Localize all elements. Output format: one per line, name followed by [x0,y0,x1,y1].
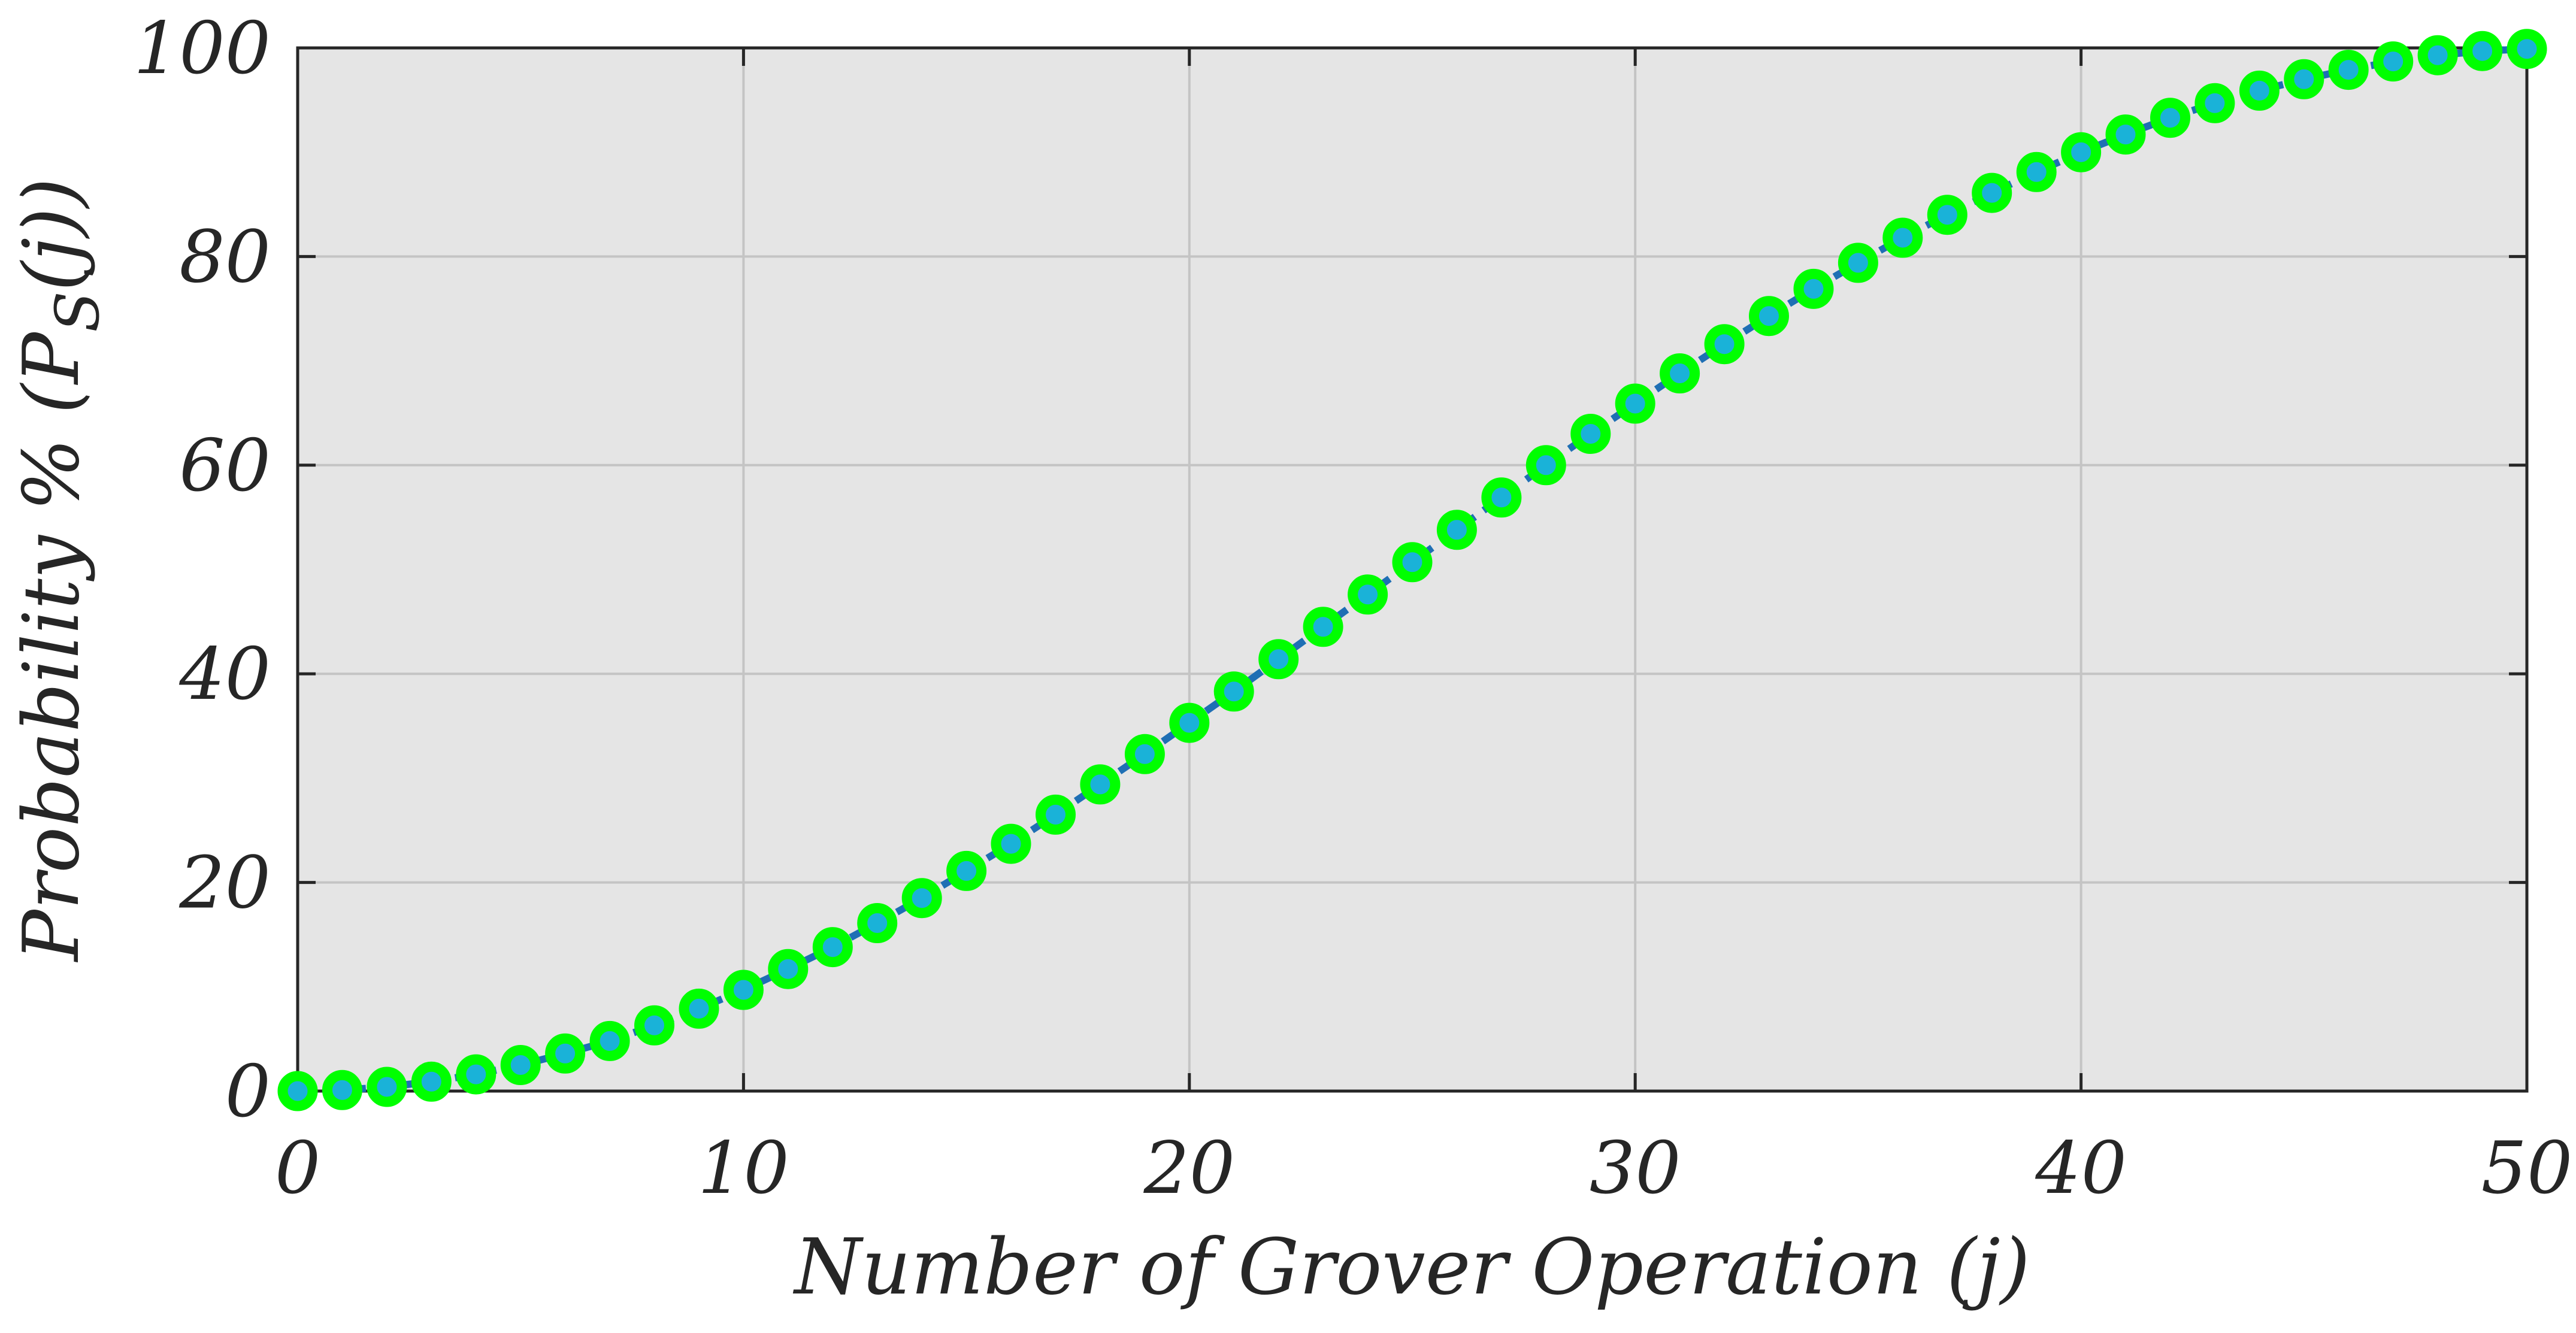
data-point-12 [812,927,853,968]
tick-labels: 0 10 20 30 40 50 0 20 40 60 80 100 [134,7,2572,1210]
data-point-36 [1882,217,1923,258]
data-point-32 [1704,324,1745,365]
data-point-20 [1169,702,1210,743]
data-point-34 [1793,268,1834,309]
data-point-9 [679,988,719,1029]
y-axis-label: Probability % (PS(j)) [7,178,113,962]
data-point-11 [768,949,809,989]
data-point-14 [901,878,942,919]
data-point-18 [1080,764,1121,805]
data-point-19 [1124,734,1165,774]
data-point-44 [2239,70,2280,111]
data-point-6 [545,1033,586,1074]
data-point-35 [1838,243,1878,283]
data-point-4 [456,1054,497,1095]
data-point-1 [322,1070,362,1110]
y-tick-label-60: 60 [179,425,271,508]
data-point-10 [723,970,764,1010]
data-point-43 [2194,83,2235,123]
data-point-22 [1258,639,1299,680]
data-point-37 [1927,195,1967,235]
data-point-5 [500,1045,541,1085]
y-tick-label-20: 20 [178,842,271,925]
data-point-7 [589,1020,630,1061]
y-axis-label-suffix: (j)) [7,178,96,292]
data-point-8 [634,1005,674,1046]
data-point-46 [2328,50,2369,90]
data-point-30 [1615,383,1655,424]
data-point-38 [1972,172,2012,213]
y-tick-label-80: 80 [179,216,271,299]
data-point-21 [1213,671,1254,712]
y-tick-label-100: 100 [134,7,271,90]
data-point-45 [2284,59,2324,99]
data-point-42 [2150,98,2190,138]
data-point-13 [857,903,898,943]
data-point-3 [411,1061,452,1102]
x-axis-label: Number of Grover Operation (j) [792,1223,2030,1312]
data-point-24 [1348,574,1388,615]
data-point-2 [367,1067,407,1107]
data-point-29 [1570,414,1611,454]
data-point-33 [1749,296,1789,337]
x-tick-label-0: 0 [275,1127,320,1210]
y-axis-label-prefix: Probability % (P [7,331,96,962]
data-point-25 [1392,542,1433,583]
x-tick-label-20: 20 [1143,1127,1235,1210]
data-point-47 [2373,41,2414,82]
axes-frame [296,46,2529,1093]
data-point-0 [277,1071,318,1111]
data-point-41 [2105,114,2146,155]
data-point-28 [1525,445,1566,486]
data-point-17 [1036,794,1076,835]
data-point-26 [1436,510,1477,550]
x-tick-label-40: 40 [2035,1127,2127,1210]
data-point-48 [2417,35,2458,75]
x-tick-label-10: 10 [698,1127,789,1210]
data-point-49 [2462,31,2503,71]
data-markers [277,29,2547,1111]
x-tick-label-50: 50 [2481,1127,2573,1210]
data-point-39 [2016,152,2057,192]
data-point-50 [2507,29,2547,69]
axes [296,46,2529,1093]
data-point-23 [1303,607,1343,647]
data-point-40 [2061,132,2102,172]
y-tick-label-40: 40 [178,633,271,716]
data-point-31 [1660,353,1700,393]
y-axis-label-subscript: S [43,291,113,332]
data-point-27 [1481,477,1522,518]
data-point-15 [946,850,987,891]
data-point-16 [991,823,1031,864]
x-tick-label-30: 30 [1590,1127,1681,1210]
y-tick-label-0: 0 [225,1050,271,1134]
